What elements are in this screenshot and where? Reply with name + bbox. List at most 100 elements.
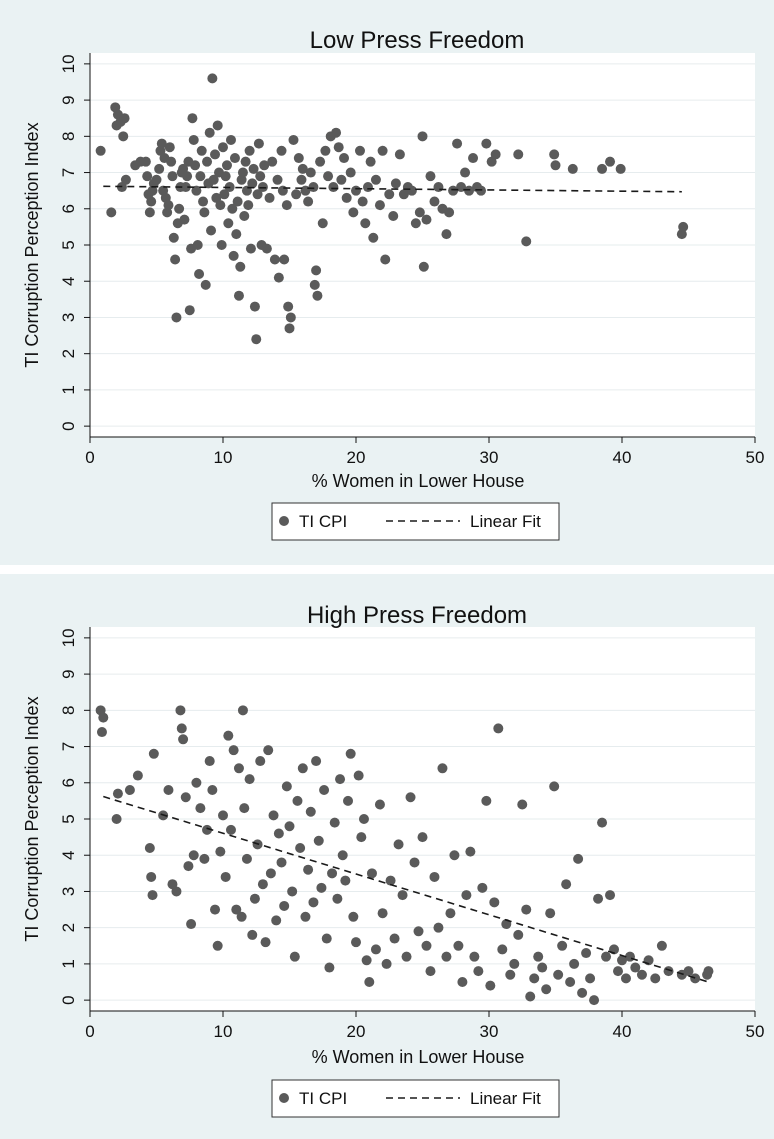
data-point [219, 189, 230, 200]
data-point [417, 131, 428, 142]
data-point [191, 185, 202, 196]
data-point [477, 882, 488, 893]
data-point [444, 207, 455, 218]
legend: TI CPI Linear Fit [271, 502, 560, 541]
data-point [190, 160, 201, 171]
data-point [96, 727, 107, 738]
data-point [433, 922, 444, 933]
data-point [247, 929, 258, 940]
data-point [284, 323, 295, 334]
data-point [144, 842, 155, 853]
data-point [593, 893, 604, 904]
data-point [308, 182, 319, 193]
data-point [285, 312, 296, 323]
y-tick-label: 10 [59, 628, 78, 647]
data-point [357, 196, 368, 207]
data-point [517, 799, 528, 810]
data-point [485, 980, 496, 991]
data-point [561, 879, 572, 890]
data-point [605, 890, 616, 901]
data-point [267, 156, 278, 167]
y-tick-label: 1 [59, 385, 78, 394]
data-point [241, 853, 252, 864]
x-tick-label: 50 [746, 448, 765, 467]
data-point [351, 937, 361, 948]
data-point [225, 134, 236, 145]
data-point [233, 290, 244, 301]
data-point [414, 207, 425, 218]
data-point [154, 163, 165, 174]
data-point [228, 250, 239, 261]
data-point [229, 153, 240, 164]
data-point [380, 254, 391, 265]
data-point [541, 984, 552, 995]
data-point [316, 882, 327, 893]
data-point [284, 821, 295, 832]
data-point [188, 850, 199, 861]
data-point [239, 211, 250, 222]
data-point [401, 951, 412, 962]
data-point [690, 973, 701, 984]
data-point [148, 748, 159, 759]
data-point [358, 814, 369, 824]
data-point [199, 207, 210, 218]
data-point [163, 200, 174, 211]
data-point [683, 966, 694, 977]
data-point [261, 243, 272, 254]
data-point [212, 120, 223, 131]
data-point [179, 214, 190, 225]
data-point [421, 214, 432, 225]
data-point [370, 944, 381, 955]
data-point [312, 290, 323, 301]
data-point [329, 817, 340, 828]
data-point [585, 973, 596, 984]
data-point [437, 763, 448, 774]
legend-label-linear-fit: Linear Fit [470, 1089, 541, 1108]
legend-marker-ti-cpi [279, 1093, 289, 1103]
data-point [425, 171, 436, 182]
fit-line-group [103, 185, 682, 193]
gridlines [90, 637, 755, 1001]
data-point [187, 113, 198, 124]
data-point [248, 163, 259, 174]
data-point [453, 940, 464, 951]
data-point [469, 951, 480, 962]
data-point [220, 871, 231, 882]
data-point [210, 904, 221, 915]
data-point [328, 182, 339, 193]
data-point [233, 763, 244, 774]
data-point [340, 875, 351, 886]
data-point [525, 991, 536, 1002]
x-axis-label: % Women in Lower House [312, 471, 525, 491]
data-point [186, 919, 197, 930]
data-point [315, 156, 326, 167]
data-point [565, 977, 576, 988]
data-point [202, 156, 213, 167]
data-point [324, 962, 335, 973]
data-point [617, 955, 627, 966]
axes: 0 1 2 3 4 5 6 7 8 9 10 0 10 20 30 40 50 [59, 627, 764, 1041]
x-tick-label: 40 [613, 448, 632, 467]
data-point [196, 145, 207, 156]
data-point [106, 207, 117, 218]
data-point [615, 163, 626, 174]
x-tick-label: 10 [214, 448, 233, 467]
data-point [140, 156, 151, 167]
data-point [362, 182, 373, 193]
data-point [473, 966, 484, 977]
data-point [460, 167, 471, 178]
data-point [409, 857, 420, 868]
data-point [311, 265, 322, 276]
data-point [348, 207, 359, 218]
data-point [132, 770, 143, 781]
data-point [365, 156, 376, 167]
data-point [613, 966, 624, 977]
data-point [156, 138, 167, 149]
data-point [553, 969, 564, 980]
y-tick-label: 4 [59, 276, 78, 285]
data-point [421, 940, 432, 951]
data-point [259, 160, 270, 171]
data-point [377, 145, 388, 156]
fit-line-group [103, 795, 709, 983]
data-point [445, 908, 456, 919]
